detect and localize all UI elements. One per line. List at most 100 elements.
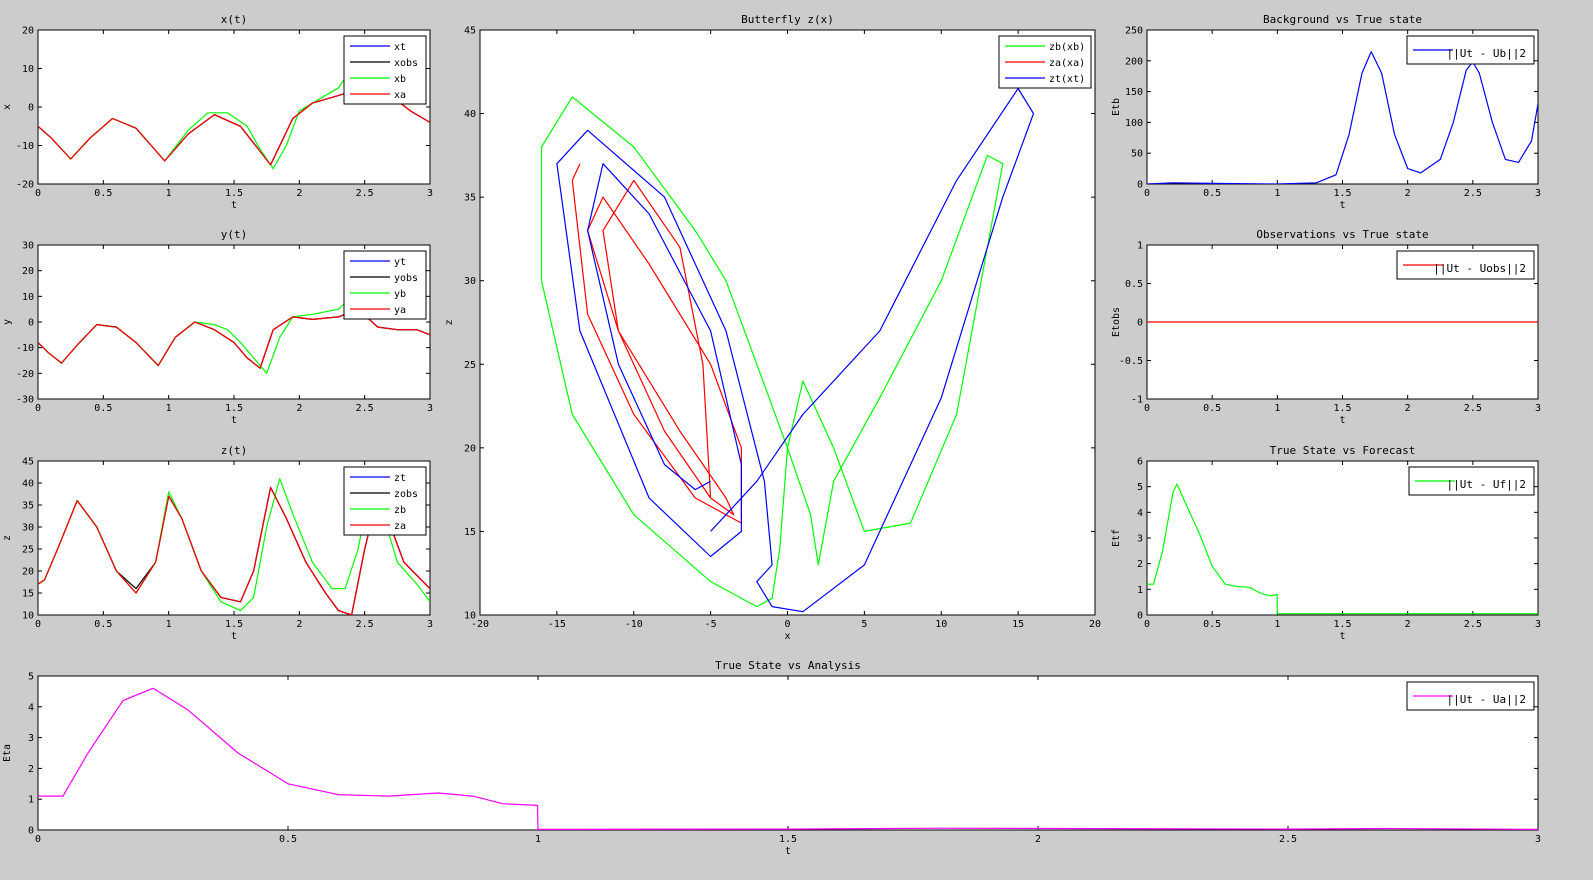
- legend: ||Ut - Uobs||2: [1396, 250, 1535, 280]
- series-group: [540, 87, 1035, 613]
- y-axis-label: z: [444, 319, 455, 325]
- y-tick-label: 200: [1125, 56, 1143, 67]
- legend-label: ||Ut - Uf||2: [1447, 478, 1526, 491]
- x-tick-label: 3: [1535, 619, 1541, 630]
- x-axis-label: t: [1339, 415, 1345, 426]
- y-tick-label: 2: [1137, 559, 1143, 570]
- x-tick-label: 0: [1144, 403, 1150, 414]
- y-tick-label: 20: [464, 443, 476, 454]
- x-tick-label: 2: [1405, 188, 1411, 199]
- y-axis-label: Etf: [1111, 529, 1122, 547]
- x-tick-label: -10: [625, 619, 643, 630]
- y-tick-label: 35: [22, 501, 34, 512]
- x-tick-label: 2: [296, 619, 302, 630]
- legend-box: [343, 250, 427, 320]
- x-tick-label: 3: [427, 188, 433, 199]
- x-axis-label: t: [231, 415, 237, 426]
- y-tick-label: 0: [1137, 611, 1143, 622]
- y-tick-label: 20: [22, 266, 34, 277]
- series-line-zt(xt): [556, 87, 1035, 613]
- x-tick-label: 3: [427, 403, 433, 414]
- series-line-||Ut - Uf||2: [1147, 483, 1538, 615]
- chart-title: True State vs Forecast: [1270, 444, 1416, 457]
- x-axis-label: t: [1339, 631, 1345, 642]
- x-tick-label: -15: [548, 619, 566, 630]
- y-tick-label: 6: [1137, 457, 1143, 468]
- x-axis-label: x: [784, 631, 790, 642]
- x-tick-label: 0: [35, 619, 41, 630]
- x-tick-label: 2: [1405, 619, 1411, 630]
- x-tick-label: 2: [1035, 834, 1041, 845]
- x-tick-label: 2.5: [1279, 834, 1297, 845]
- chart-title: Butterfly z(x): [741, 13, 834, 26]
- x-tick-label: 0: [784, 619, 790, 630]
- legend: ||Ut - Ub||2: [1406, 35, 1535, 65]
- y-tick-label: 45: [464, 26, 476, 37]
- x-tick-label: 0.5: [94, 403, 112, 414]
- y-tick-label: 20: [22, 567, 34, 578]
- x-tick-label: 2.5: [1464, 403, 1482, 414]
- y-tick-label: 150: [1125, 87, 1143, 98]
- legend-label: xb: [394, 74, 406, 85]
- legend-label: ya: [394, 305, 406, 316]
- y-tick-label: 4: [28, 702, 34, 713]
- legend-label: ||Ut - Ua||2: [1447, 693, 1526, 706]
- legend-label: xa: [394, 90, 406, 101]
- x-tick-label: 1.5: [225, 619, 243, 630]
- x-tick-label: 0.5: [94, 619, 112, 630]
- chart-title: z(t): [221, 444, 248, 457]
- plot-area: [37, 675, 1539, 831]
- x-tick-label: 2: [1405, 403, 1411, 414]
- legend-label: zb(xb): [1049, 42, 1085, 53]
- y-tick-label: 250: [1125, 26, 1143, 37]
- series-line-za(xa): [571, 163, 742, 524]
- y-tick-label: -10: [16, 141, 34, 152]
- legend-label: yb: [394, 289, 406, 300]
- y-tick-label: -0.5: [1119, 356, 1143, 367]
- x-tick-label: 3: [1535, 403, 1541, 414]
- x-tick-label: 2.5: [356, 403, 374, 414]
- series-line-||Ut - Ua||2: [38, 687, 1538, 830]
- x-tick-label: 2.5: [1464, 188, 1482, 199]
- chart-z_t: 0 0.5 1 1.5 2 2.5 3 10 15 20 25 30 35 40 45 z(t) t z zt zob…: [2, 444, 433, 642]
- y-tick-label: 45: [22, 457, 34, 468]
- chart-title: x(t): [221, 13, 248, 26]
- legend-label: zt(xt): [1049, 74, 1085, 85]
- x-tick-label: 1.5: [1333, 188, 1351, 199]
- chart-y_t: 0 0.5 1 1.5 2 2.5 3 -30 -20 -10 0 10 20 30 y(t) t y yt yob…: [2, 228, 433, 426]
- x-tick-label: -5: [705, 619, 717, 630]
- y-tick-label: 0: [28, 826, 34, 837]
- legend: ||Ut - Ua||2: [1406, 681, 1535, 711]
- x-tick-label: 2.5: [356, 188, 374, 199]
- legend-label: zt: [394, 473, 406, 484]
- x-tick-label: 3: [1535, 188, 1541, 199]
- legend-box: [343, 35, 427, 105]
- x-axis-label: t: [1339, 200, 1345, 211]
- y-tick-label: 4: [1137, 508, 1143, 519]
- chart-x_t: 0 0.5 1 1.5 2 2.5 3 -20 -10 0 10 20 x(t) t x xt xobs xb xa: [2, 13, 433, 211]
- y-tick-label: 0: [28, 103, 34, 114]
- y-tick-label: 5: [1137, 482, 1143, 493]
- legend-label: ||Ut - Uobs||2: [1433, 262, 1526, 275]
- legend: yt yobs yb ya: [343, 250, 427, 320]
- x-tick-label: 0: [35, 188, 41, 199]
- y-tick-label: 40: [464, 109, 476, 120]
- x-tick-label: 1.5: [225, 188, 243, 199]
- x-tick-label: 1: [1274, 188, 1280, 199]
- x-tick-label: 1: [535, 834, 541, 845]
- x-tick-label: 0: [35, 834, 41, 845]
- x-tick-label: 3: [427, 619, 433, 630]
- y-tick-label: 1: [1137, 241, 1143, 252]
- legend-label: zb: [394, 505, 406, 516]
- y-axis-label: Etobs: [1111, 307, 1122, 337]
- y-tick-label: 2: [28, 764, 34, 775]
- x-tick-label: 0.5: [94, 188, 112, 199]
- x-tick-label: 10: [935, 619, 947, 630]
- y-axis-label: x: [2, 104, 13, 110]
- x-tick-label: 0.5: [1203, 619, 1221, 630]
- series-group: [1147, 483, 1538, 615]
- legend: xt xobs xb xa: [343, 35, 427, 105]
- x-tick-label: 2.5: [356, 619, 374, 630]
- chart-obs_vs_true: 0 0.5 1 1.5 2 2.5 3 -1 -0.5 0 0.5 1 Observations vs …: [1111, 228, 1541, 426]
